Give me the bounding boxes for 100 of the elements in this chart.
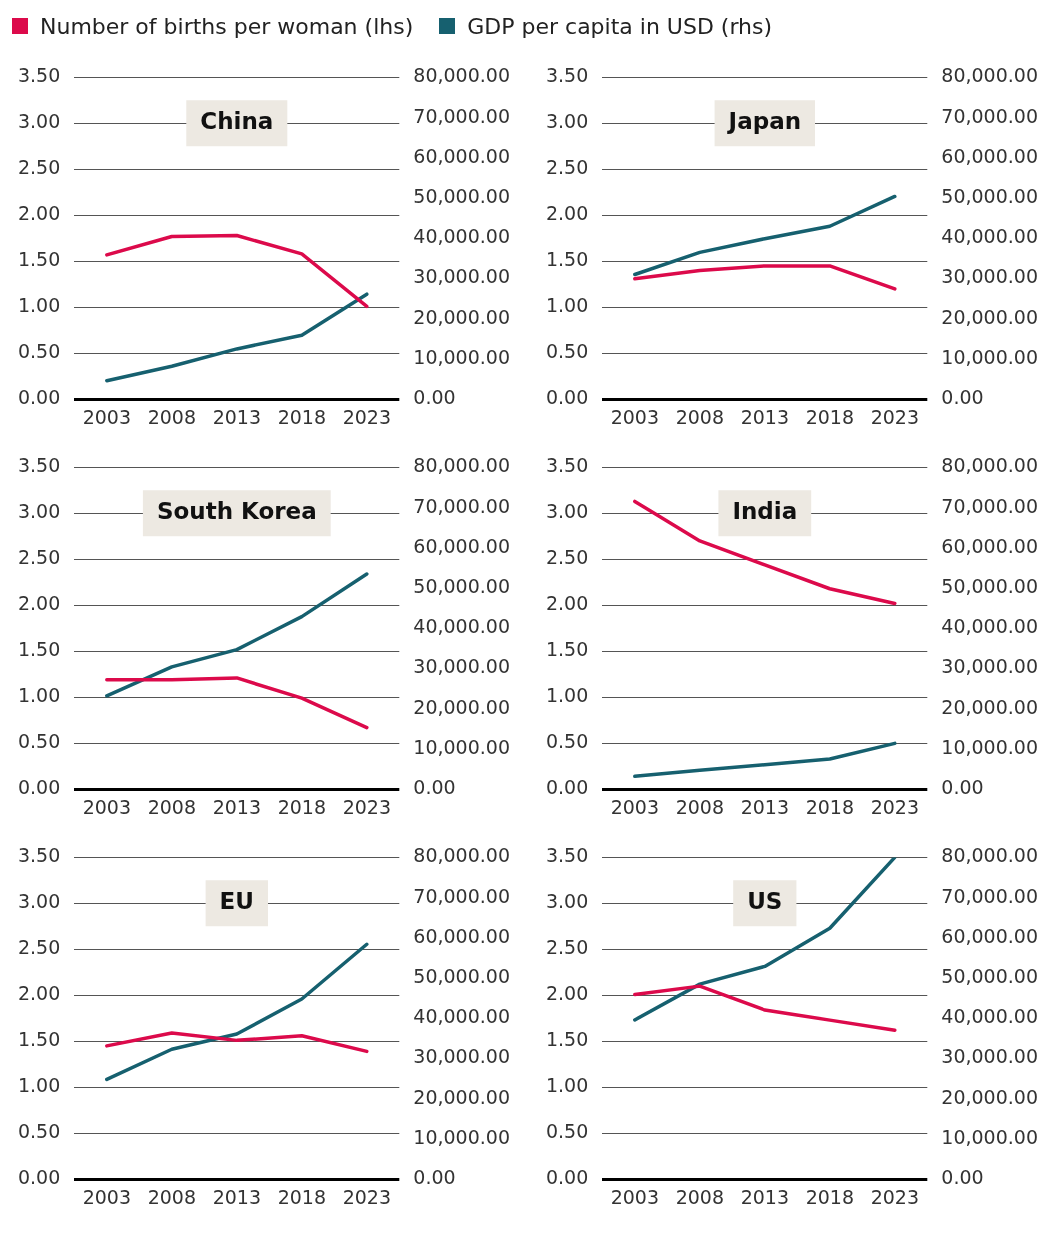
- x-tick-label: 2008: [147, 795, 196, 818]
- y-tick-label: 3.00: [17, 500, 61, 523]
- y2-tick-label: 30,000.00: [413, 655, 511, 678]
- y-tick-label: 0.00: [545, 1166, 589, 1189]
- y2-tick-label: 50,000.00: [941, 575, 1039, 598]
- y-tick-label: 3.50: [17, 64, 61, 87]
- x-tick-label: 2013: [212, 795, 261, 818]
- x-tick-label: 2023: [870, 795, 919, 818]
- y2-tick-label: 80,000.00: [941, 454, 1039, 477]
- x-tick-label: 2018: [277, 795, 326, 818]
- y2-tick-label: 70,000.00: [941, 104, 1039, 127]
- y2-tick-label: 50,000.00: [941, 965, 1039, 988]
- y2-tick-label: 20,000.00: [941, 305, 1039, 328]
- y-tick-label: 0.50: [17, 340, 61, 363]
- y-tick-label: 0.50: [545, 730, 589, 753]
- x-tick-label: 2023: [870, 1185, 919, 1208]
- y-tick-label: 3.00: [17, 890, 61, 913]
- y-tick-label: 0.50: [545, 1120, 589, 1143]
- y2-tick-label: 0.00: [413, 776, 456, 799]
- y-tick-label: 1.50: [17, 1028, 61, 1051]
- y2-tick-label: 10,000.00: [413, 345, 511, 368]
- y2-tick-label: 60,000.00: [941, 534, 1039, 557]
- y2-tick-label: 10,000.00: [941, 345, 1039, 368]
- y2-tick-label: 20,000.00: [941, 695, 1039, 718]
- y2-tick-label: 60,000.00: [413, 144, 511, 167]
- text: China: [200, 108, 274, 135]
- y2-tick-label: 60,000.00: [941, 924, 1039, 947]
- y2-tick-label: 50,000.00: [413, 965, 511, 988]
- x-tick-label: 2023: [342, 795, 391, 818]
- x-tick-label: 2003: [610, 405, 659, 428]
- y2-tick-label: 20,000.00: [413, 1085, 511, 1108]
- y2-tick-label: 0.00: [413, 386, 456, 409]
- y2-tick-label: 70,000.00: [413, 104, 511, 127]
- y-tick-label: 1.50: [17, 638, 61, 661]
- y-tick-label: 3.50: [545, 844, 589, 867]
- legend-label: Number of births per woman (lhs): [40, 13, 414, 39]
- x-tick-label: 2008: [675, 795, 724, 818]
- x-tick-label: 2013: [740, 1185, 789, 1208]
- y-tick-label: 1.00: [545, 1074, 589, 1097]
- y2-tick-label: 80,000.00: [413, 844, 511, 867]
- y2-tick-label: 70,000.00: [413, 494, 511, 517]
- y-tick-label: 3.00: [545, 500, 589, 523]
- x-tick-label: 2008: [675, 1185, 724, 1208]
- y-tick-label: 2.50: [545, 546, 589, 569]
- y-tick-label: 3.00: [545, 890, 589, 913]
- text: EU: [219, 888, 254, 915]
- y2-tick-label: 80,000.00: [941, 844, 1039, 867]
- legend-label: GDP per capita in USD (rhs): [467, 13, 773, 39]
- x-tick-label: 2018: [805, 795, 854, 818]
- y-tick-label: 3.00: [17, 110, 61, 133]
- y2-tick-label: 60,000.00: [413, 534, 511, 557]
- x-tick-label: 2018: [805, 1185, 854, 1208]
- text: Japan: [726, 108, 802, 135]
- x-tick-label: 2003: [82, 795, 131, 818]
- y-tick-label: 0.00: [17, 386, 61, 409]
- text: India: [732, 498, 798, 525]
- y-tick-label: 0.50: [545, 340, 589, 363]
- y2-tick-label: 70,000.00: [941, 884, 1039, 907]
- y2-tick-label: 60,000.00: [941, 144, 1039, 167]
- y-tick-label: 0.50: [17, 730, 61, 753]
- y-tick-label: 1.00: [17, 294, 61, 317]
- y-tick-label: 2.00: [17, 982, 61, 1005]
- y-tick-label: 0.00: [545, 386, 589, 409]
- y2-tick-label: 20,000.00: [413, 305, 511, 328]
- text: US: [747, 888, 783, 915]
- x-tick-label: 2003: [610, 795, 659, 818]
- y-tick-label: 3.50: [545, 454, 589, 477]
- y2-tick-label: 80,000.00: [941, 64, 1039, 87]
- y-tick-label: 1.00: [17, 1074, 61, 1097]
- y-tick-label: 1.00: [17, 684, 61, 707]
- y2-tick-label: 80,000.00: [413, 454, 511, 477]
- x-tick-label: 2013: [212, 1185, 261, 1208]
- y2-tick-label: 20,000.00: [941, 1085, 1039, 1108]
- y-tick-label: 2.00: [17, 592, 61, 615]
- x-tick-label: 2008: [147, 1185, 196, 1208]
- y2-tick-label: 30,000.00: [413, 265, 511, 288]
- x-tick-label: 2008: [147, 405, 196, 428]
- y-tick-label: 2.50: [545, 156, 589, 179]
- y2-tick-label: 50,000.00: [941, 185, 1039, 208]
- y2-tick-label: 50,000.00: [413, 185, 511, 208]
- y2-tick-label: 30,000.00: [413, 1045, 511, 1068]
- y-tick-label: 1.50: [17, 248, 61, 271]
- x-tick-label: 2023: [342, 1185, 391, 1208]
- y2-tick-label: 40,000.00: [941, 615, 1039, 638]
- y-tick-label: 2.00: [545, 592, 589, 615]
- y2-tick-label: 40,000.00: [941, 1005, 1039, 1028]
- y-tick-label: 3.00: [545, 110, 589, 133]
- y2-tick-label: 0.00: [941, 776, 984, 799]
- y-tick-label: 3.50: [17, 844, 61, 867]
- y-tick-label: 0.00: [545, 776, 589, 799]
- y2-tick-label: 70,000.00: [941, 494, 1039, 517]
- y2-tick-label: 30,000.00: [941, 1045, 1039, 1068]
- x-tick-label: 2008: [675, 405, 724, 428]
- y-tick-label: 2.00: [17, 202, 61, 225]
- y-tick-label: 1.00: [545, 684, 589, 707]
- y-tick-label: 1.50: [545, 248, 589, 271]
- y2-tick-label: 10,000.00: [413, 735, 511, 758]
- y2-tick-label: 10,000.00: [941, 735, 1039, 758]
- x-tick-label: 2023: [342, 405, 391, 428]
- y-tick-label: 1.50: [545, 1028, 589, 1051]
